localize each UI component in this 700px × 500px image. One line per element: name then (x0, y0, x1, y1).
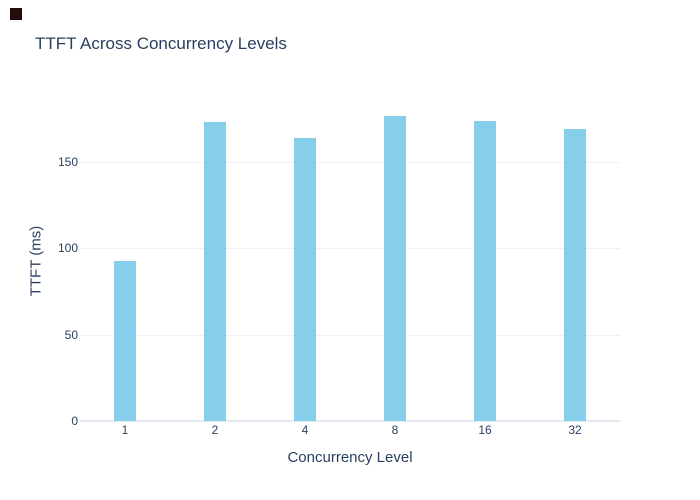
plot-area (80, 100, 620, 422)
bar-16 (474, 120, 496, 421)
gridline-50 (80, 334, 620, 336)
bar-1 (114, 260, 136, 421)
y-tick-label-0: 0 (71, 414, 78, 428)
gridline-100 (80, 248, 620, 250)
chart-title: TTFT Across Concurrency Levels (35, 34, 287, 53)
x-tick-label-1: 1 (121, 423, 129, 437)
x-axis-title: Concurrency Level (287, 449, 413, 466)
gridline-150 (80, 162, 620, 164)
x-axis-line (80, 420, 620, 422)
x-tick-label-32: 32 (568, 423, 582, 437)
corner-mark (10, 8, 22, 20)
x-tick-label-16: 16 (478, 423, 492, 437)
x-tick-label-2: 2 (211, 423, 219, 437)
y-tick-label-100: 100 (57, 241, 78, 256)
x-axis-labels: 1 2 4 8 16 32 (80, 423, 620, 439)
bar-8 (384, 115, 406, 421)
x-tick-label-8: 8 (391, 423, 399, 437)
y-tick-label-150: 150 (57, 155, 78, 170)
y-axis-labels: 0 50 100 150 (30, 100, 78, 428)
y-axis-title: TTFT (ms) (27, 225, 45, 297)
y-tick-label-50: 50 (64, 327, 78, 342)
x-tick-label-4: 4 (301, 423, 309, 437)
bar-32 (564, 129, 586, 421)
bar-2 (204, 122, 226, 421)
bar-4 (294, 137, 316, 421)
